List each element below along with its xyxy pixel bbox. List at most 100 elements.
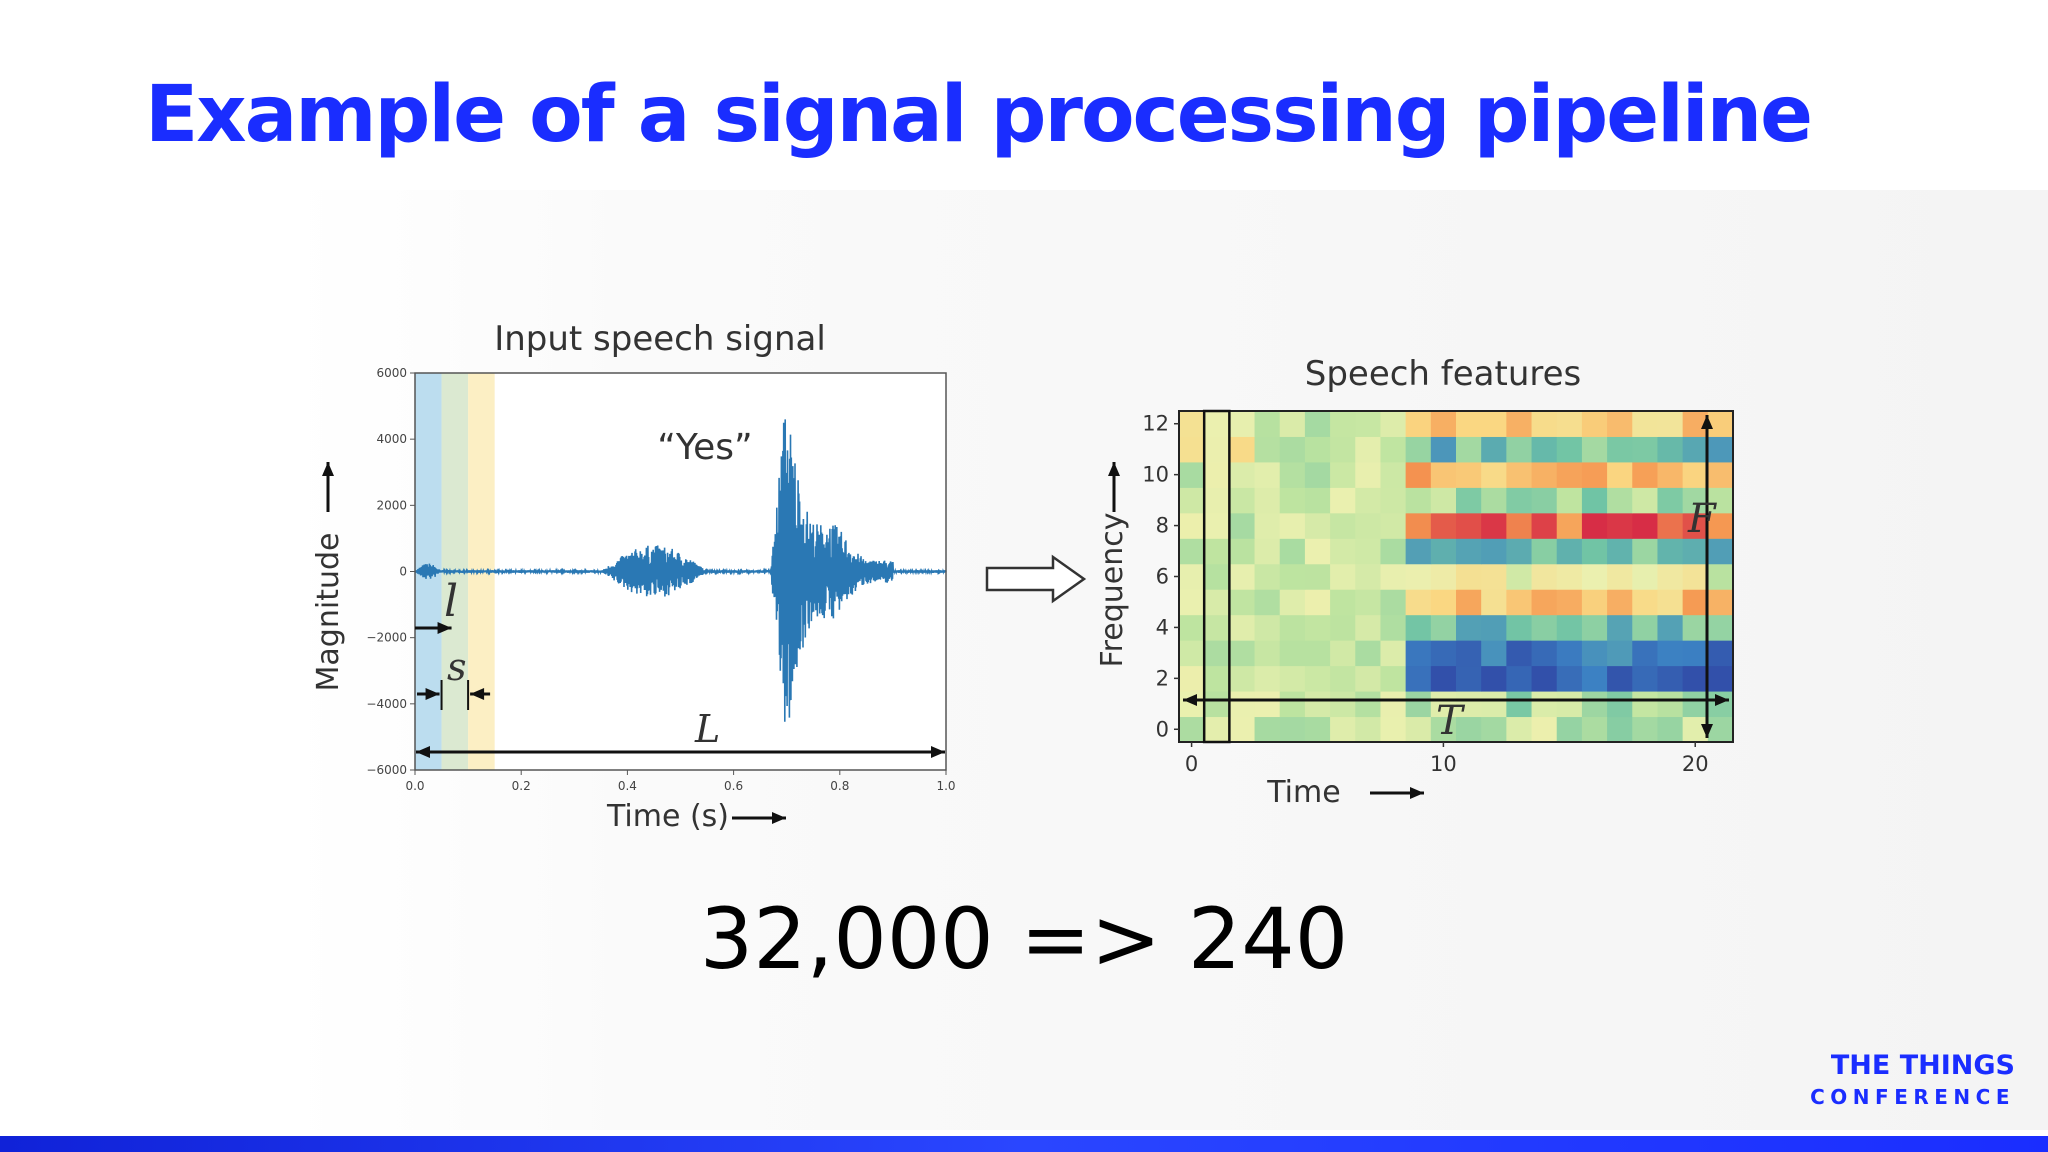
heatmap-cell — [1229, 716, 1256, 743]
heatmap-cell — [1380, 614, 1407, 641]
x-tick-label: 0.2 — [512, 779, 531, 793]
heatmap-cell — [1707, 614, 1734, 641]
heatmap-cell — [1632, 411, 1658, 437]
time-dimension-arrow — [1183, 694, 1729, 706]
x-tick-label: 0.4 — [618, 779, 637, 793]
heatmap-cell — [1506, 487, 1533, 514]
y-tick-label: −2000 — [366, 631, 407, 645]
heatmap-cell — [1607, 640, 1633, 667]
heatmap-cell — [1481, 640, 1507, 667]
heatmap-cell — [1254, 665, 1281, 692]
heatmap-cell — [1506, 640, 1533, 667]
heatmap-cell — [1657, 436, 1684, 463]
heatmap-cell — [1682, 589, 1709, 616]
stride-label: s — [447, 645, 467, 689]
heatmap-cell — [1355, 436, 1381, 463]
heatmap-cell — [1204, 640, 1230, 667]
heatmap-cell — [1330, 563, 1356, 590]
heatmap-cell — [1531, 461, 1558, 488]
heatmap-cell — [1380, 563, 1407, 590]
heatmap-cell — [1229, 461, 1256, 488]
heatmap-cell — [1380, 538, 1407, 565]
heatmap-cell — [1279, 716, 1306, 743]
heatmap-cell — [1204, 614, 1230, 641]
heatmap-cell — [1179, 411, 1205, 437]
heatmap-cell — [1506, 589, 1533, 616]
heatmap-cell — [1204, 487, 1230, 514]
heatmap-cell — [1531, 589, 1558, 616]
heatmap-cell — [1279, 691, 1306, 718]
heatmap-cell — [1707, 716, 1734, 743]
heatmap-cell — [1254, 436, 1281, 463]
heatmap-cell — [1682, 640, 1709, 667]
heatmap-title: Speech features — [1305, 354, 1582, 394]
heatmap-cell — [1657, 589, 1684, 616]
heatmap-cell — [1456, 640, 1482, 667]
heatmap-cell — [1607, 563, 1633, 590]
heatmap-cell — [1330, 691, 1356, 718]
heatmap-cell — [1229, 563, 1256, 590]
heatmap-cell — [1355, 411, 1381, 437]
y-axis-direction-arrow — [322, 462, 334, 512]
heatmap-cell — [1304, 563, 1331, 590]
stride-arrow-right — [470, 688, 491, 700]
heatmap-cell — [1607, 614, 1633, 641]
heatmap-y-tick-label: 2 — [1156, 666, 1169, 690]
waveform-y-label: Magnitude — [311, 533, 346, 692]
y-tick-label: 4000 — [376, 432, 407, 446]
heatmap-cell — [1380, 640, 1407, 667]
heatmap-cell — [1179, 691, 1205, 718]
heatmap-cell — [1355, 716, 1381, 743]
heatmap-cell — [1481, 461, 1507, 488]
heatmap-cell — [1632, 691, 1658, 718]
heatmap-cell — [1254, 614, 1281, 641]
waveform-series — [414, 419, 947, 722]
hollow-right-arrow-icon — [985, 554, 1087, 604]
heatmap-cell — [1657, 614, 1684, 641]
heatmap-cell — [1405, 691, 1432, 718]
heatmap-cell — [1657, 665, 1684, 692]
heatmap-cell — [1179, 665, 1205, 692]
heatmap-cell — [1456, 691, 1482, 718]
heatmap-cell — [1707, 436, 1734, 463]
heatmap-cell — [1279, 614, 1306, 641]
heatmap-cell — [1330, 538, 1356, 565]
heatmap-cell — [1682, 436, 1709, 463]
heatmap-cell — [1456, 538, 1482, 565]
heatmap-cell — [1481, 436, 1507, 463]
heatmap-cell — [1707, 665, 1734, 692]
heatmap-cell — [1581, 411, 1608, 437]
heatmap-cell — [1607, 691, 1633, 718]
heatmap-cell — [1531, 563, 1558, 590]
heatmap-cell — [1456, 665, 1482, 692]
heatmap-cell — [1179, 640, 1205, 667]
heatmap-cell — [1279, 436, 1306, 463]
heatmap-cell — [1204, 665, 1230, 692]
heatmap-y-tick-label: 4 — [1156, 615, 1169, 639]
heatmap-cell — [1682, 563, 1709, 590]
heatmap-cell — [1581, 716, 1608, 743]
heatmap-cell — [1179, 461, 1205, 488]
heatmap-cell — [1481, 538, 1507, 565]
heatmap-cell — [1682, 665, 1709, 692]
heatmap-cell — [1304, 487, 1331, 514]
y-tick-label: −4000 — [366, 697, 407, 711]
heatmap-cell — [1380, 589, 1407, 616]
heatmap-x-label: Time — [1266, 775, 1340, 810]
heatmap-cell — [1204, 563, 1230, 590]
x-axis-direction-arrow-head — [772, 812, 786, 824]
heatmap-cell — [1506, 538, 1533, 565]
heatmap-cell — [1304, 461, 1331, 488]
heatmap-cell — [1254, 589, 1281, 616]
heatmap-cell — [1380, 512, 1407, 539]
heatmap-cell — [1304, 665, 1331, 692]
heatmap-cell — [1355, 665, 1381, 692]
heatmap-cell — [1405, 614, 1432, 641]
heatmap-cell — [1456, 589, 1482, 616]
heatmap-cell — [1229, 665, 1256, 692]
heatmap-cell — [1556, 436, 1583, 463]
heatmap-cell — [1481, 411, 1507, 437]
heatmap-cell — [1607, 461, 1633, 488]
frequency-dimension-arrow — [1701, 415, 1713, 738]
